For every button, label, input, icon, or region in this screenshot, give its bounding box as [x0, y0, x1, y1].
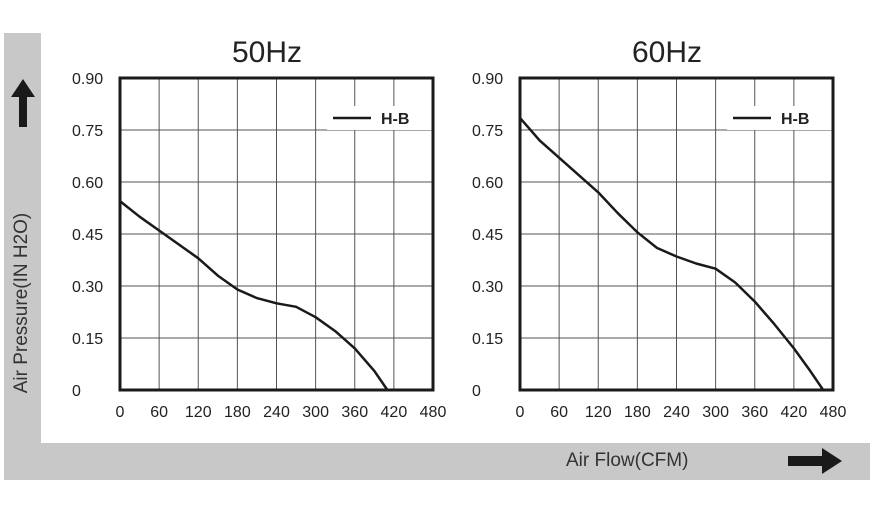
y-tick-label: 0.45	[472, 227, 503, 244]
series-line-h-b	[118, 199, 389, 392]
plot-frame	[518, 76, 835, 392]
x-tick-label: 0	[516, 404, 525, 421]
x-axis-title-band	[4, 443, 870, 480]
right-arrow-icon	[788, 448, 842, 474]
x-tick-label: 120	[185, 404, 212, 421]
x-tick-label: 180	[224, 404, 251, 421]
y-tick-label: 0.15	[72, 331, 103, 348]
x-tick-label: 360	[341, 404, 368, 421]
x-tick-label: 480	[420, 404, 447, 421]
y-tick-label: 0	[472, 383, 481, 400]
y-tick-label: 0.30	[472, 279, 503, 296]
y-tick-label: 0.60	[72, 175, 103, 192]
plot-frame	[118, 76, 435, 392]
x-tick-label: 60	[550, 404, 568, 421]
up-arrow-icon	[11, 79, 35, 127]
x-tick-label: 240	[663, 404, 690, 421]
x-tick-label: 180	[624, 404, 651, 421]
x-tick-label: 300	[302, 404, 329, 421]
y-tick-label: 0.75	[72, 123, 103, 140]
y-tick-label: 0.75	[472, 123, 503, 140]
legend-label: H-B	[781, 111, 809, 128]
x-tick-label: 420	[781, 404, 808, 421]
series-line-h-b	[518, 116, 825, 392]
x-axis-title: Air Flow(CFM)	[566, 450, 689, 471]
x-tick-label: 420	[381, 404, 408, 421]
x-tick-label: 300	[702, 404, 729, 421]
y-tick-label: 0.45	[72, 227, 103, 244]
y-tick-label: 0.90	[472, 71, 503, 88]
chart-title: 60Hz	[632, 36, 702, 69]
x-tick-label: 240	[263, 404, 290, 421]
y-tick-label: 0.60	[472, 175, 503, 192]
x-tick-label: 360	[741, 404, 768, 421]
x-tick-label: 0	[116, 404, 125, 421]
chart-title: 50Hz	[232, 36, 302, 69]
y-tick-label: 0.30	[72, 279, 103, 296]
y-tick-label: 0.15	[472, 331, 503, 348]
y-tick-label: 0.90	[72, 71, 103, 88]
x-tick-label: 120	[585, 404, 612, 421]
x-tick-label: 60	[150, 404, 168, 421]
y-tick-label: 0	[72, 383, 81, 400]
legend-label: H-B	[381, 111, 409, 128]
x-tick-label: 480	[820, 404, 847, 421]
